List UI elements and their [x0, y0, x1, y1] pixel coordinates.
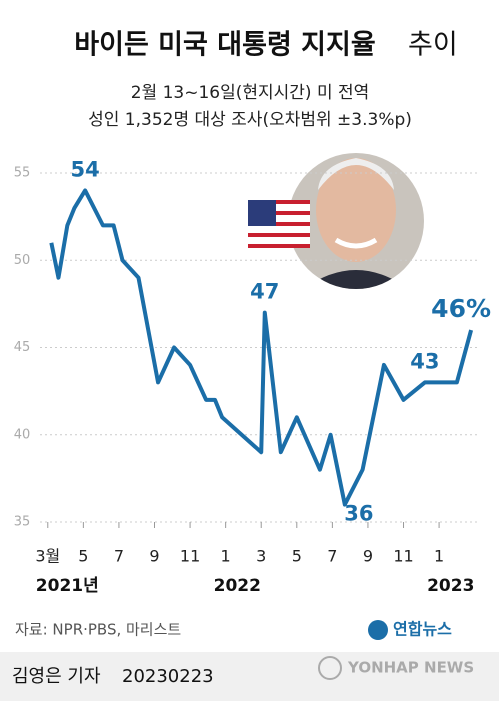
agency: YONHAP NEWS [347, 659, 474, 677]
subtitle: 2월 13~16일(현지시간) 미 전역 [131, 83, 370, 103]
footer [0, 652, 499, 701]
chart-title: 바이든 미국 대통령 지지율 [74, 30, 375, 61]
logo: 연합뉴스 [393, 620, 452, 639]
portrait [288, 153, 424, 289]
value-label: 36 [344, 502, 373, 526]
value-label: 54 [71, 157, 100, 181]
y-tick-label: 50 [14, 253, 31, 268]
x-tick-label: 11 [180, 547, 200, 566]
x-tick-label: 9 [149, 547, 159, 566]
date: 20230223 [122, 666, 214, 687]
source: 자료: NPR·PBS, 마리스트 [15, 621, 181, 639]
x-tick-label: 3월 [35, 547, 60, 566]
y-tick-label: 35 [14, 515, 31, 530]
value-label: 47 [250, 280, 279, 304]
subtitle: 성인 1,352명 대상 조사(오차범위 ±3.3%p) [88, 110, 412, 130]
y-tick-label: 55 [14, 166, 31, 181]
agency-icon [318, 656, 342, 680]
y-tick-label: 45 [14, 340, 31, 355]
us-flag [248, 200, 310, 248]
year-label: 2022 [214, 576, 261, 596]
x-tick-label: 7 [327, 547, 337, 566]
x-tick-label: 1 [434, 547, 444, 566]
value-label: 46% [431, 294, 491, 323]
x-tick-label: 5 [292, 547, 302, 566]
x-tick-label: 5 [78, 547, 88, 566]
x-tick-label: 3 [256, 547, 266, 566]
x-tick-label: 9 [363, 547, 373, 566]
credit: 김영은 기자 [12, 666, 101, 687]
logo-icon [368, 620, 388, 640]
x-tick-label: 11 [393, 547, 413, 566]
year-label: 2023 [427, 576, 474, 596]
y-tick-label: 40 [14, 427, 31, 442]
x-tick-label: 1 [221, 547, 231, 566]
year-label: 2021년 [36, 576, 99, 596]
line [49, 188, 474, 507]
value-label: 43 [410, 349, 439, 373]
x-tick-label: 7 [114, 547, 124, 566]
chart-title-suffix: 추이 [408, 30, 458, 61]
